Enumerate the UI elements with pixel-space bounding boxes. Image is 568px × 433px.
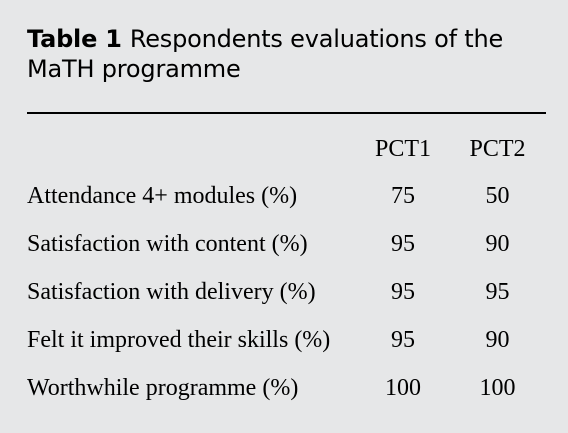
cell-pct1: 95 — [391, 278, 415, 305]
table-row: Satisfaction with delivery (%) 95 95 — [27, 268, 546, 316]
cell-pct2: 50 — [485, 182, 510, 209]
row-label: Satisfaction with content (%) — [27, 230, 308, 257]
cell-pct1: 95 — [391, 326, 415, 353]
row-label: Satisfaction with delivery (%) — [27, 278, 316, 305]
cell-pct2: 90 — [485, 230, 510, 257]
table-row: Worthwhile programme (%) 100 100 — [27, 364, 546, 412]
column-header-label — [27, 126, 357, 172]
cell-pct1: 100 — [385, 374, 421, 401]
data-table: PCT1 PCT2 Attendance 4+ modules (%) 75 5… — [27, 126, 546, 412]
table-caption: Table 1 Respondents evaluations of the Ma… — [27, 24, 547, 84]
row-label: Felt it improved their skills (%) — [27, 326, 331, 353]
cell-pct1: 75 — [391, 182, 415, 209]
table-number: Table 1 — [27, 25, 122, 53]
table-row: Attendance 4+ modules (%) 75 50 — [27, 172, 546, 220]
row-label: Attendance 4+ modules (%) — [27, 182, 298, 209]
cell-pct2: 95 — [485, 278, 510, 305]
cell-pct1: 95 — [391, 230, 415, 257]
column-header-pct2: PCT2 — [469, 135, 526, 162]
table-row: Satisfaction with content (%) 95 90 — [27, 220, 546, 268]
cell-pct2: 90 — [485, 326, 510, 353]
cell-pct2: 100 — [479, 374, 516, 401]
table-row: Felt it improved their skills (%) 95 90 — [27, 316, 546, 364]
top-rule — [27, 112, 546, 114]
column-header-pct1: PCT1 — [374, 135, 431, 162]
header-row: PCT1 PCT2 — [27, 126, 546, 172]
table-title: Respondents evaluations of the MaTH prog… — [27, 25, 504, 83]
row-label: Worthwhile programme (%) — [27, 374, 299, 401]
